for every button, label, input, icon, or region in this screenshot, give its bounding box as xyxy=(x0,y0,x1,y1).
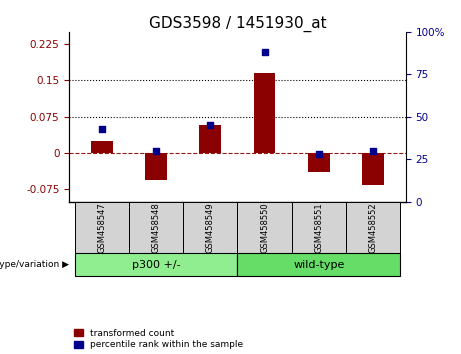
Text: genotype/variation ▶: genotype/variation ▶ xyxy=(0,260,69,269)
Bar xyxy=(91,141,112,153)
Bar xyxy=(237,253,400,276)
Text: GSM458550: GSM458550 xyxy=(260,202,269,253)
Text: GSM458551: GSM458551 xyxy=(314,202,323,253)
Bar xyxy=(254,73,275,153)
Bar xyxy=(75,201,129,253)
Bar xyxy=(346,201,400,253)
Point xyxy=(207,122,214,128)
Point xyxy=(261,50,268,55)
Text: p300 +/-: p300 +/- xyxy=(132,259,180,270)
Bar xyxy=(183,201,237,253)
Bar xyxy=(129,201,183,253)
Bar xyxy=(292,201,346,253)
Point xyxy=(98,126,106,131)
Text: GSM458548: GSM458548 xyxy=(152,202,160,253)
Point xyxy=(152,148,160,154)
Bar xyxy=(308,153,330,172)
Point xyxy=(369,148,377,154)
Bar xyxy=(75,253,237,276)
Bar xyxy=(362,153,384,184)
Bar xyxy=(145,153,167,180)
Text: GSM458549: GSM458549 xyxy=(206,202,215,253)
Text: wild-type: wild-type xyxy=(293,259,344,270)
Text: GSM458552: GSM458552 xyxy=(369,202,378,253)
Bar xyxy=(200,125,221,153)
Text: GSM458547: GSM458547 xyxy=(97,202,106,253)
Legend: transformed count, percentile rank within the sample: transformed count, percentile rank withi… xyxy=(74,329,243,349)
Title: GDS3598 / 1451930_at: GDS3598 / 1451930_at xyxy=(148,16,326,32)
Point xyxy=(315,151,323,157)
Bar xyxy=(237,201,292,253)
